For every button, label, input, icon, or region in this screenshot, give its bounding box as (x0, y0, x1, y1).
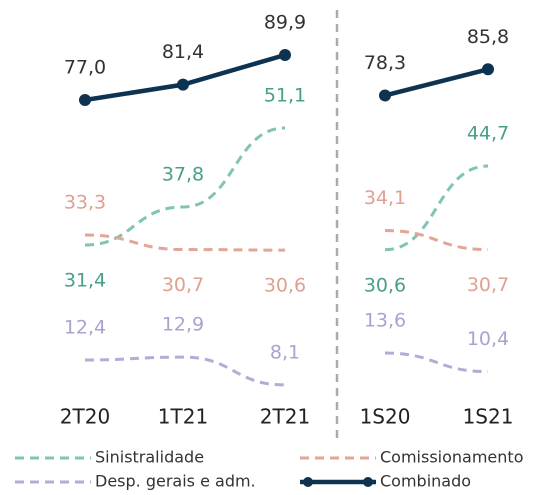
legend-marker (303, 477, 313, 487)
value-label: 81,4 (162, 41, 204, 63)
x-tick-label: 1S21 (463, 405, 514, 429)
legend-label: Desp. gerais e adm. (95, 472, 256, 491)
point (177, 78, 189, 91)
value-label: 77,0 (64, 57, 106, 79)
value-label: 13,6 (364, 310, 406, 332)
value-label: 85,8 (467, 26, 509, 48)
series-line (384, 67, 489, 98)
point (482, 63, 494, 76)
series-line (384, 351, 489, 374)
value-label: 33,3 (64, 192, 106, 214)
value-label: 89,9 (264, 11, 306, 33)
point (279, 48, 291, 61)
x-tick-label: 1S20 (360, 405, 411, 429)
legend-label: Combinado (380, 472, 471, 491)
value-label: 51,1 (264, 84, 306, 106)
value-label: 12,9 (162, 314, 204, 336)
legend-label: Sinistralidade (95, 448, 204, 467)
point (79, 94, 91, 106)
value-label: 30,6 (264, 275, 306, 297)
value-label: 30,7 (162, 274, 204, 296)
legend-marker (363, 477, 373, 487)
x-tick-label: 2T20 (60, 405, 110, 429)
x-tick-label: 1T21 (158, 405, 208, 429)
point (379, 89, 391, 102)
value-label: 10,4 (467, 328, 509, 350)
series-line (384, 164, 489, 252)
value-label: 31,4 (64, 270, 106, 292)
legend-label: Comissionamento (380, 448, 523, 467)
value-label: 37,8 (162, 163, 204, 185)
value-label: 12,4 (64, 317, 106, 339)
value-label: 34,1 (364, 187, 406, 209)
value-label: 78,3 (364, 52, 406, 74)
series-line (84, 233, 286, 252)
series-line (84, 126, 286, 247)
series-line (384, 229, 489, 252)
value-label: 8,1 (270, 341, 300, 363)
series-line (84, 355, 286, 387)
value-label: 30,6 (364, 274, 406, 296)
x-tick-label: 2T21 (260, 405, 310, 429)
value-label: 30,7 (467, 274, 509, 296)
value-label: 44,7 (467, 122, 509, 144)
